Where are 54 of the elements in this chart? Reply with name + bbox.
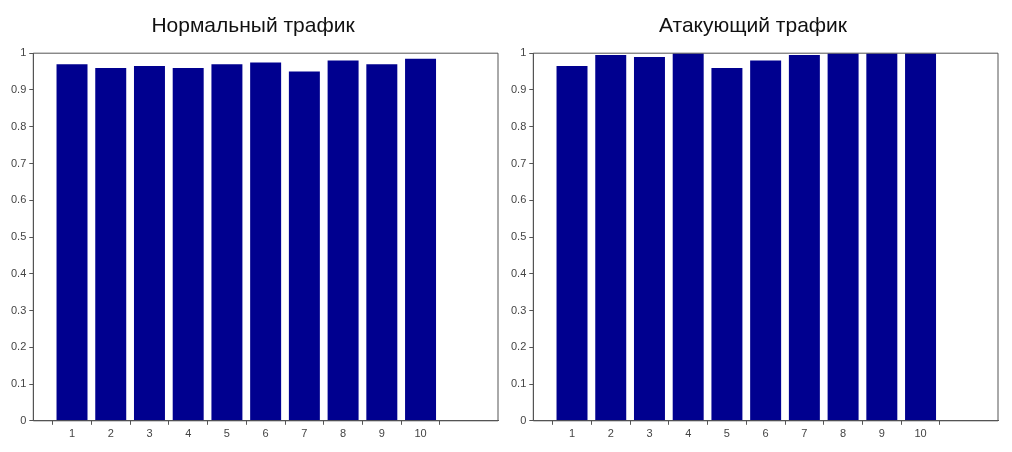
- bar: [211, 64, 243, 421]
- bar: [405, 58, 437, 421]
- y-tick-label: 0.9: [510, 82, 527, 95]
- bar: [56, 64, 88, 421]
- bar: [288, 71, 320, 421]
- bar: [172, 67, 204, 421]
- bar: [327, 60, 359, 421]
- x-tick-label: 10: [414, 427, 427, 440]
- y-tick-label: 0.5: [510, 230, 527, 243]
- y-tick-label: 0.9: [10, 82, 27, 95]
- y-tick-label: 0.5: [10, 230, 27, 243]
- x-tick-label: 8: [840, 427, 847, 440]
- x-tick-label: 2: [107, 427, 114, 440]
- x-tick-label: 9: [378, 427, 385, 440]
- y-tick-label: 0: [520, 413, 527, 426]
- y-tick-label: 0.6: [510, 193, 527, 206]
- x-tick-label: 7: [301, 427, 308, 440]
- y-tick-label: 0.4: [10, 266, 27, 279]
- x-tick-label: 1: [68, 427, 76, 440]
- x-tick-label: 4: [185, 427, 192, 440]
- y-tick-label: 0.6: [10, 193, 27, 206]
- bar: [95, 67, 127, 421]
- y-tick-label: 1: [20, 46, 27, 59]
- bar: [250, 62, 282, 421]
- bar: [366, 64, 398, 421]
- x-tick-label: 5: [723, 427, 730, 440]
- x-tick-label: 6: [762, 427, 769, 440]
- y-tick-label: 1: [520, 46, 527, 59]
- y-tick-label: 0.7: [10, 156, 27, 169]
- y-tick-label: 0.4: [510, 266, 527, 279]
- y-tick-label: 0.8: [510, 119, 527, 132]
- x-tick-label: 8: [340, 427, 347, 440]
- y-tick-label: 0.8: [10, 119, 27, 132]
- x-tick-label: 5: [223, 427, 230, 440]
- x-tick-label: 7: [801, 427, 808, 440]
- y-tick-label: 0.2: [10, 340, 27, 353]
- y-tick-label: 0.3: [10, 303, 27, 316]
- x-tick-label: 10: [914, 427, 927, 440]
- y-tick-label: 0.7: [510, 156, 527, 169]
- x-tick-label: 4: [685, 427, 692, 440]
- y-tick-label: 0.3: [510, 303, 527, 316]
- x-tick-label: 9: [878, 427, 885, 440]
- y-tick-label: 0.1: [510, 377, 527, 390]
- x-tick-label: 3: [646, 427, 653, 440]
- bar: [133, 66, 165, 421]
- x-tick-label: 3: [146, 427, 153, 440]
- y-tick-label: 0: [20, 413, 27, 426]
- x-tick-label: 2: [607, 427, 614, 440]
- chart-title: Атакующий трафик: [658, 13, 848, 37]
- chart-title: Нормальный трафик: [151, 13, 356, 37]
- y-tick-label: 0.1: [10, 377, 27, 390]
- x-tick-label: 1: [568, 427, 576, 440]
- x-tick-label: 6: [262, 427, 269, 440]
- y-tick-label: 0.2: [510, 340, 527, 353]
